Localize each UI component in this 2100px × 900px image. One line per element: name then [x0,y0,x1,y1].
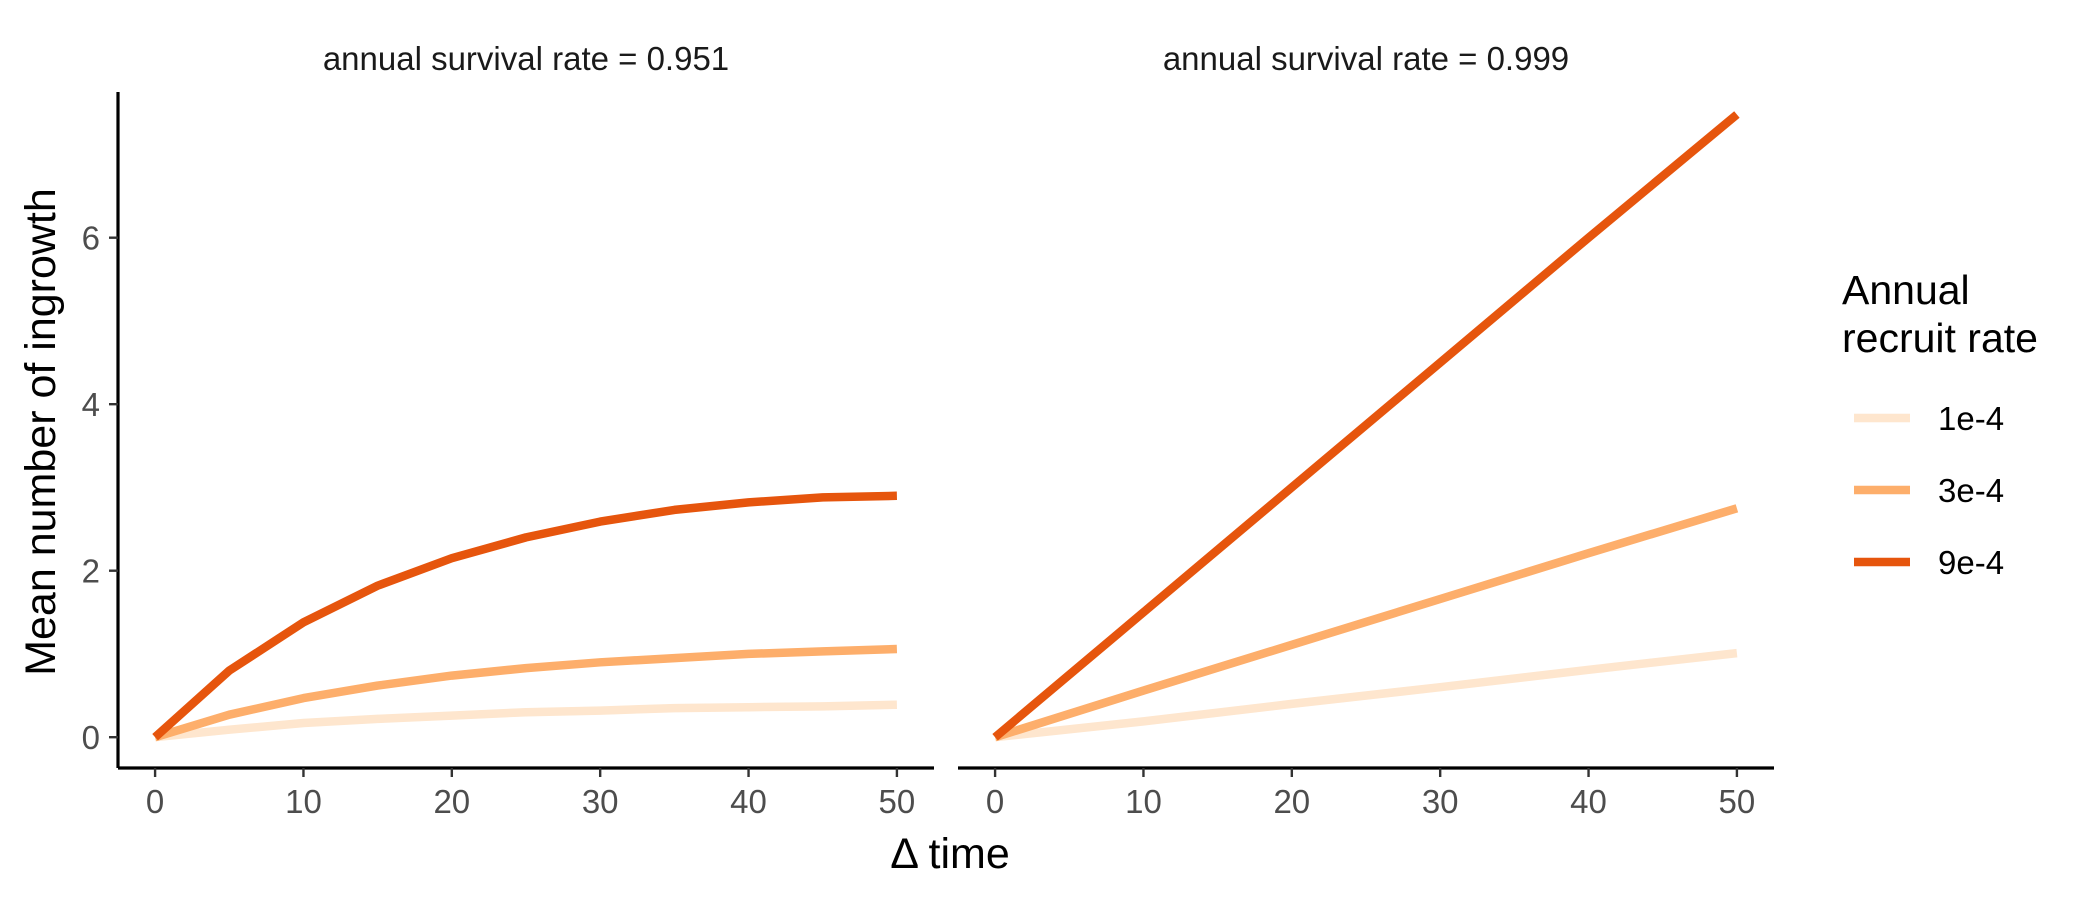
x-axis-title: Δ time [890,830,1010,878]
legend-title: Annual [1842,267,1970,313]
series-line-1e-4 [994,648,1738,742]
series-line-9e-4 [152,491,897,741]
x-tick-label: 50 [879,783,916,820]
x-tick-label: 40 [1570,783,1607,820]
legend-label: 3e-4 [1938,472,2004,509]
panel-title: annual survival rate = 0.999 [1163,40,1569,77]
y-tick-label: 6 [82,220,100,257]
legend-item: 3e-4 [1854,472,2004,509]
x-tick-label: 0 [146,783,164,820]
x-tick-label: 40 [730,783,767,820]
y-axis-title: Mean number of ingrowth [17,188,65,676]
y-tick-label: 2 [82,553,100,590]
x-tick-label: 30 [1422,783,1459,820]
legend-item: 1e-4 [1854,400,2004,437]
legend-title: recruit rate [1842,315,2038,361]
series-line-3e-4 [993,504,1739,742]
x-tick-label: 0 [986,783,1004,820]
panel-1: annual survival rate = 0.951 0 10 20 30 40 50 0… [82,40,934,820]
x-tick-label: 30 [582,783,619,820]
y-tick-label: 0 [82,719,100,756]
panel-title: annual survival rate = 0.951 [323,40,729,77]
x-tick-label: 20 [1273,783,1310,820]
x-tick-label: 10 [285,783,322,820]
series-line-9e-4 [992,111,1740,741]
series-line-1e-4 [154,700,897,742]
legend-label: 9e-4 [1938,544,2004,581]
series-line-3e-4 [153,644,898,742]
y-tick-label: 4 [82,386,100,423]
legend-label: 1e-4 [1938,400,2004,437]
x-tick-label: 20 [433,783,470,820]
x-tick-label: 10 [1125,783,1162,820]
legend-item: 9e-4 [1854,544,2004,581]
panel-2: annual survival rate = 0.999 0 10 20 30 40 50 [958,40,1774,820]
x-tick-label: 50 [1719,783,1756,820]
